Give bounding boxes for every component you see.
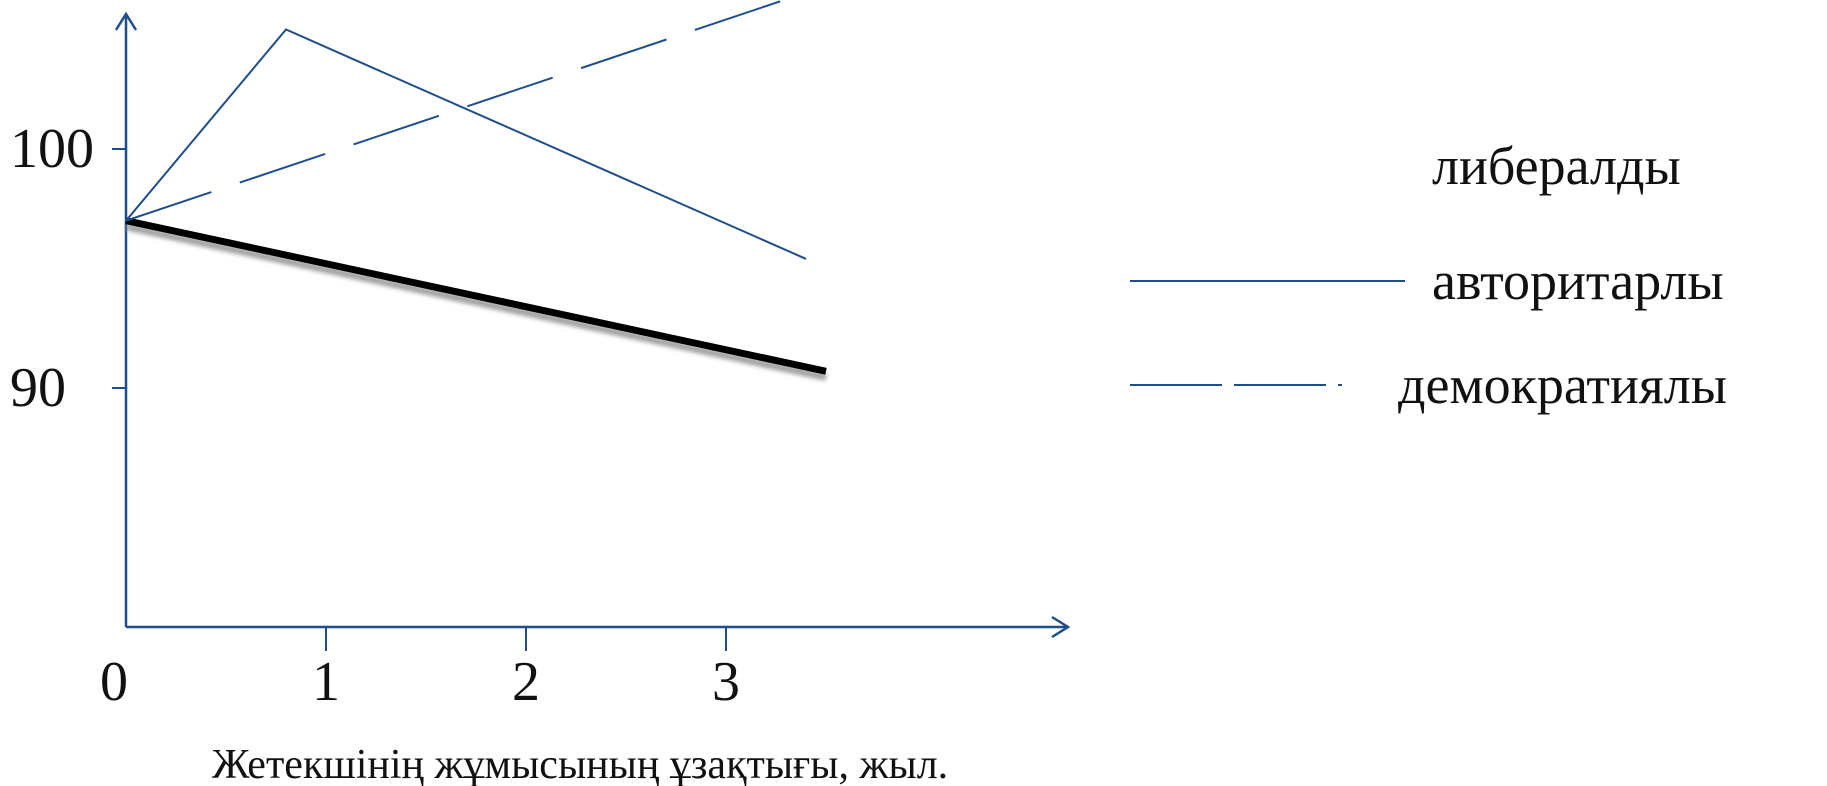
x-axis-title: Жетекшінің жұмысының ұзақтығы, жыл. — [212, 742, 948, 786]
series-line-3 — [125, 0, 788, 222]
x-tick-label: 2 — [512, 651, 540, 713]
y-axis-arrow — [114, 11, 138, 31]
y-tick-label: 90 — [10, 357, 66, 419]
series-line-1 — [125, 217, 827, 375]
x-tick-label: 1 — [312, 651, 340, 713]
x-tick-label: 3 — [712, 651, 740, 713]
legend-label-1: либералды — [1432, 136, 1681, 196]
x-axis-arrow — [1051, 615, 1071, 639]
legend: либералды авторитарлы демократиялы — [1130, 136, 1727, 415]
x-ticks: 0 1 2 3 — [100, 627, 740, 713]
y-ticks: 90100110 — [10, 118, 126, 419]
series-layer — [125, 0, 827, 375]
axes — [114, 11, 1071, 639]
x-tick-label: 0 — [100, 651, 128, 713]
legend-label-2: авторитарлы — [1432, 251, 1724, 311]
y-tick-label: 100 — [10, 118, 94, 180]
series-line-2 — [125, 28, 807, 260]
legend-label-3: демократиялы — [1398, 355, 1727, 415]
